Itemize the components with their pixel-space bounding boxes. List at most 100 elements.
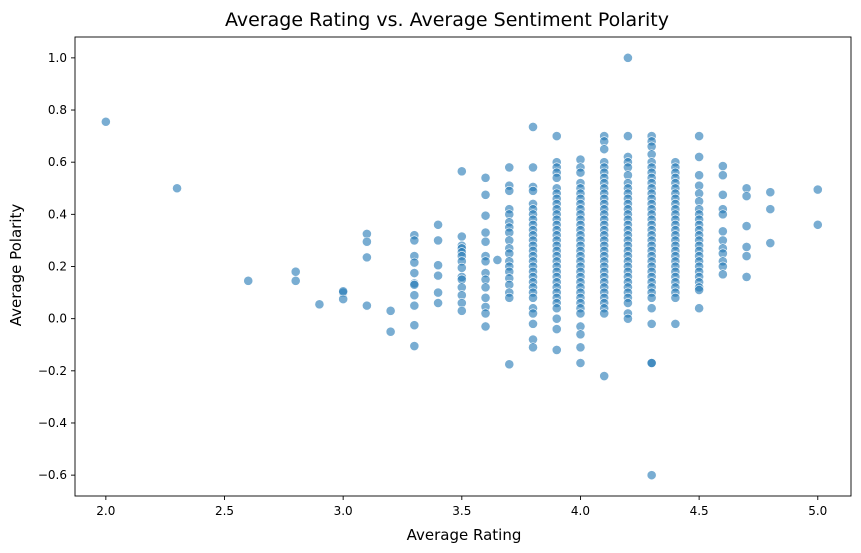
data-point (528, 162, 538, 173)
data-point (433, 298, 443, 308)
x-tick-label: 2.5 (215, 504, 234, 518)
data-point (433, 260, 443, 271)
x-tick-label: 3.0 (334, 504, 353, 518)
chart-title: Average Rating vs. Average Sentiment Pol… (225, 9, 669, 31)
data-point (361, 252, 372, 263)
data-point (694, 285, 705, 295)
data-point (409, 341, 420, 351)
data-point (694, 152, 705, 162)
data-point (338, 286, 349, 297)
data-point (456, 166, 467, 177)
data-point (623, 52, 633, 63)
data-point (528, 122, 538, 132)
x-tick-label: 5.0 (808, 504, 827, 518)
y-tick-label: 0.4 (48, 207, 67, 221)
y-tick-label: −0.4 (38, 416, 67, 430)
data-point (717, 170, 728, 181)
data-point (741, 242, 752, 252)
data-point (528, 292, 538, 303)
data-point (504, 292, 515, 303)
data-point (528, 308, 538, 319)
y-tick-label: 0.8 (48, 103, 67, 117)
data-point (480, 236, 491, 247)
y-tick-label: 1.0 (48, 51, 67, 65)
data-point (599, 308, 610, 319)
data-point (492, 255, 503, 265)
data-point (290, 266, 301, 277)
data-point (504, 185, 515, 196)
data-point (409, 300, 420, 311)
data-point (551, 131, 562, 141)
data-point (599, 144, 610, 155)
data-point (480, 189, 491, 200)
data-point (694, 131, 705, 141)
x-axis: 2.0 2.5 3.0 3.5 4.0 4.5 5.0 (96, 496, 827, 518)
data-point (575, 167, 586, 178)
data-point (575, 308, 586, 319)
data-point (670, 318, 681, 329)
data-point (243, 275, 254, 286)
data-point (433, 287, 443, 298)
data-point (433, 219, 443, 230)
data-point (741, 191, 752, 201)
data-point (551, 345, 562, 355)
y-tick-label: 0.6 (48, 155, 67, 169)
data-point (456, 262, 467, 273)
data-point (694, 170, 705, 181)
data-point (646, 318, 657, 329)
points-layer (100, 52, 823, 481)
data-point (765, 238, 776, 248)
data-point (409, 320, 420, 331)
x-tick-label: 2.0 (96, 504, 115, 518)
data-point (314, 299, 325, 310)
data-point (409, 235, 420, 246)
data-point (812, 184, 823, 195)
y-tick-label: −0.2 (38, 364, 67, 378)
data-point (100, 116, 111, 127)
data-point (551, 303, 562, 314)
data-point (575, 329, 586, 340)
data-point (646, 358, 657, 368)
data-point (480, 227, 491, 238)
data-point (623, 131, 633, 141)
x-axis-label: Average Rating (407, 526, 522, 544)
data-point (551, 172, 562, 183)
data-point (290, 275, 301, 286)
data-point (480, 210, 491, 221)
data-point (717, 269, 728, 280)
data-point (623, 313, 633, 324)
data-point (528, 318, 538, 329)
data-point (741, 251, 752, 261)
data-point (812, 219, 823, 230)
data-point (480, 172, 491, 183)
data-point (717, 226, 728, 237)
data-point (172, 183, 182, 194)
data-point (670, 292, 681, 303)
y-axis-label: Average Polarity (7, 204, 25, 327)
y-tick-label: −0.6 (38, 468, 67, 482)
data-point (504, 359, 515, 370)
data-point (575, 358, 586, 368)
data-point (385, 326, 396, 337)
data-point (409, 268, 420, 278)
data-point (551, 313, 562, 324)
x-tick-label: 4.0 (571, 504, 590, 518)
data-point (717, 161, 728, 171)
data-point (623, 298, 633, 308)
data-point (480, 308, 491, 319)
data-point (646, 470, 657, 481)
data-point (528, 185, 538, 196)
data-point (599, 371, 610, 381)
data-point (456, 231, 467, 242)
data-point (575, 342, 586, 353)
data-point (717, 189, 728, 200)
y-tick-label: 0.2 (48, 260, 67, 274)
data-point (480, 282, 491, 293)
data-point (456, 305, 467, 316)
data-point (480, 292, 491, 303)
data-point (694, 303, 705, 314)
data-point (480, 321, 491, 332)
data-point (551, 324, 562, 334)
data-point (646, 303, 657, 314)
